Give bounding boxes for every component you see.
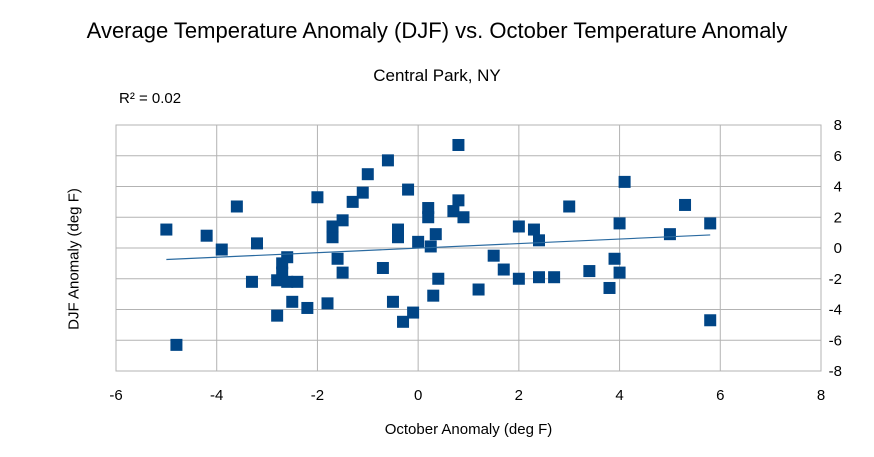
data-point-30 — [392, 223, 404, 236]
data-point-15 — [301, 301, 314, 314]
x-axis-label: October Anomaly (deg F) — [384, 421, 553, 438]
data-point-32 — [402, 183, 415, 196]
data-point-53 — [548, 271, 561, 284]
data-point-2 — [200, 229, 213, 242]
y-tick-label: 8 — [834, 117, 842, 134]
data-point-25 — [361, 168, 374, 181]
data-point-38 — [427, 289, 440, 302]
x-tick-label: 2 — [515, 387, 523, 404]
data-point-18 — [326, 231, 339, 244]
data-point-19 — [326, 220, 339, 233]
data-point-13 — [286, 295, 299, 308]
y-tick-label: -2 — [829, 271, 842, 288]
chart-subtitle: Central Park, NY — [373, 66, 501, 85]
data-point-23 — [346, 195, 359, 208]
data-point-4 — [230, 200, 243, 213]
data-point-10 — [276, 266, 289, 279]
data-point-39 — [429, 228, 442, 241]
chart-title: Average Temperature Anomaly (DJF) vs. Oc… — [86, 18, 788, 43]
data-point-35 — [422, 202, 435, 215]
y-tick-label: -4 — [829, 302, 842, 319]
data-point-41 — [447, 205, 460, 218]
data-point-62 — [679, 198, 692, 211]
data-point-52 — [533, 271, 545, 284]
data-point-16 — [311, 191, 324, 204]
data-point-42 — [452, 194, 465, 207]
data-point-56 — [603, 281, 616, 294]
data-point-36 — [422, 211, 435, 224]
data-point-12 — [281, 251, 294, 264]
y-tick-label: -8 — [829, 363, 842, 380]
plot-frame — [115, 124, 822, 372]
data-point-43 — [452, 138, 465, 151]
r-squared-annotation: R² = 0.02 — [119, 90, 182, 107]
data-point-3 — [215, 243, 228, 256]
data-point-48 — [512, 220, 525, 233]
data-point-54 — [563, 200, 576, 213]
data-point-37 — [424, 240, 437, 253]
data-point-26 — [376, 261, 389, 274]
data-point-58 — [613, 266, 626, 279]
data-point-22 — [336, 214, 349, 227]
x-tick-label: 4 — [615, 387, 623, 404]
data-point-49 — [512, 272, 525, 285]
trendline — [166, 234, 711, 261]
data-point-20 — [331, 252, 344, 265]
x-tick-label: 6 — [716, 387, 724, 404]
y-tick-label: 4 — [834, 179, 842, 196]
x-axis-ticks: -6 -4 -2 0 2 4 6 8 — [109, 387, 825, 404]
data-point-61 — [663, 228, 676, 241]
y-axis-ticks: 8 6 4 2 0 -2 -4 -6 -8 — [829, 117, 842, 380]
data-point-11 — [281, 275, 294, 288]
data-point-33 — [407, 306, 420, 319]
data-point-0 — [160, 223, 173, 236]
data-point-28 — [386, 295, 399, 308]
y-tick-label: 0 — [834, 240, 842, 257]
data-point-14 — [291, 275, 304, 288]
data-point-31 — [397, 315, 410, 328]
data-point-45 — [472, 283, 485, 296]
data-point-51 — [533, 234, 545, 247]
data-point-34 — [412, 235, 425, 248]
data-point-46 — [487, 249, 500, 262]
x-tick-label: -6 — [109, 387, 122, 404]
data-point-57 — [608, 252, 621, 265]
data-point-64 — [704, 314, 717, 327]
data-point-24 — [356, 186, 369, 199]
data-point-63 — [704, 217, 717, 230]
x-tick-label: 0 — [414, 387, 422, 404]
data-point-27 — [381, 154, 394, 167]
x-tick-label: -2 — [311, 387, 324, 404]
data-point-6 — [251, 237, 263, 250]
y-tick-label: -6 — [829, 332, 842, 349]
data-point-59 — [613, 217, 626, 230]
x-tick-label: -4 — [210, 387, 223, 404]
x-tick-label: 8 — [817, 387, 825, 404]
data-point-44 — [457, 211, 470, 224]
data-point-17 — [321, 297, 334, 310]
data-point-7 — [271, 309, 284, 322]
y-tick-label: 6 — [834, 148, 842, 165]
data-point-40 — [432, 272, 445, 285]
data-point-1 — [170, 338, 183, 351]
data-point-60 — [618, 175, 631, 188]
data-point-21 — [336, 266, 349, 279]
y-tick-label: 2 — [834, 209, 842, 226]
data-point-47 — [497, 263, 510, 276]
data-point-50 — [527, 223, 540, 236]
data-point-55 — [583, 265, 596, 278]
data-points — [160, 138, 717, 351]
data-point-5 — [245, 275, 258, 288]
